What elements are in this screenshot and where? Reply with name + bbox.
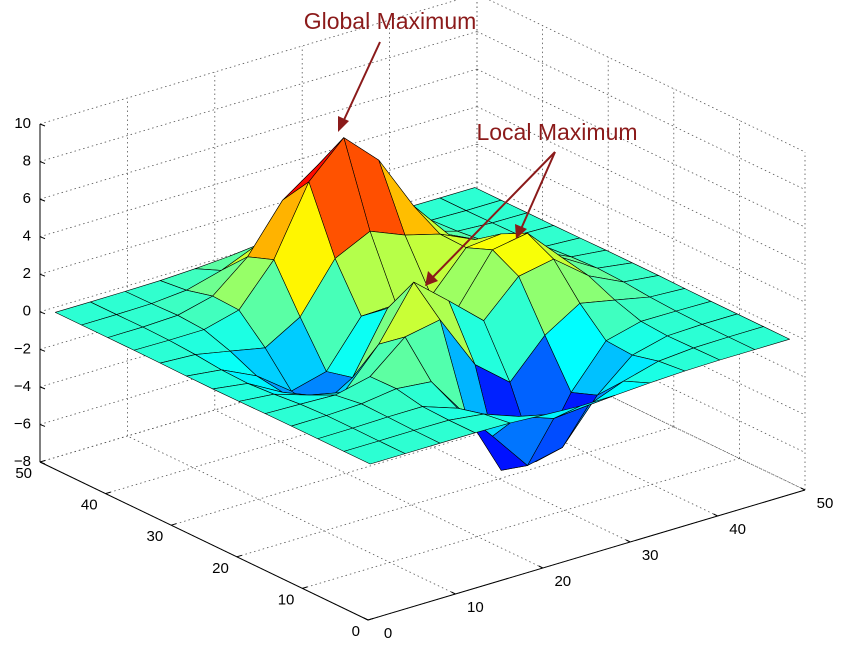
surface-patch [343, 440, 406, 465]
y-tick [302, 586, 308, 589]
z-tick-label: 0 [23, 303, 31, 320]
annotation-arrow [431, 151, 556, 279]
x-tick-label: 40 [729, 521, 746, 538]
grid-line [302, 458, 740, 589]
annotation-global: Global Maximum [304, 8, 477, 132]
grid-line [476, 68, 806, 228]
y-tick [236, 554, 242, 558]
z-tick-label: −2 [14, 340, 31, 357]
y-tick [105, 491, 111, 495]
y-tick [39, 460, 46, 463]
annotation-arrow [520, 151, 556, 230]
x-tick-label: 20 [554, 573, 571, 590]
z-tick [39, 311, 46, 315]
y-tick [367, 618, 374, 621]
z-tick-label: 8 [23, 153, 31, 170]
arrow-head [425, 271, 438, 286]
x-tick [713, 513, 718, 517]
annotation-local: Local Maximum [425, 119, 638, 286]
y-tick-label: 40 [81, 497, 98, 514]
z-tick [39, 123, 46, 127]
z-tick [39, 198, 46, 202]
y-axis [39, 461, 369, 621]
annotation-text: Global Maximum [304, 8, 477, 34]
y-tick-label: 50 [15, 465, 32, 482]
z-tick-label: 10 [14, 115, 31, 132]
x-tick-label: 30 [642, 547, 659, 564]
annotation-text: Local Maximum [476, 119, 637, 145]
z-tick-label: 2 [23, 265, 31, 282]
surface [54, 137, 791, 471]
x-tick [538, 565, 544, 569]
z-tick-label: −8 [14, 453, 31, 470]
z-tick-label: −6 [14, 415, 31, 432]
z-tick-label: −4 [14, 378, 31, 395]
grid-line [39, 68, 478, 200]
x-tick-label: 0 [384, 625, 392, 642]
x-tick-label: 10 [467, 599, 484, 616]
z-tick [39, 161, 46, 165]
arrow-head [515, 224, 527, 239]
arrow-head [338, 116, 349, 132]
grid-line [39, 31, 478, 162]
z-tick [39, 348, 46, 352]
annotation-arrow [342, 41, 381, 123]
z-tick-label: 4 [23, 228, 31, 245]
x-tick [625, 539, 631, 543]
y-tick-label: 20 [212, 560, 229, 577]
z-tick [39, 236, 46, 240]
z-tick [39, 273, 46, 277]
z-tick [39, 423, 46, 427]
y-tick [171, 523, 177, 526]
x-tick [451, 591, 456, 595]
grid-line [236, 426, 674, 558]
x-tick-label: 50 [817, 495, 834, 512]
x-axis [367, 489, 806, 621]
x-tick [800, 487, 806, 491]
x-tick [363, 617, 369, 621]
y-tick-label: 30 [147, 528, 164, 545]
grid-line [127, 435, 456, 595]
y-tick-label: 10 [278, 591, 295, 608]
grid-line [476, 31, 806, 190]
z-tick [39, 386, 46, 390]
y-tick-label: 0 [352, 623, 360, 640]
z-tick-label: 6 [23, 190, 31, 207]
z-tick [39, 461, 46, 465]
